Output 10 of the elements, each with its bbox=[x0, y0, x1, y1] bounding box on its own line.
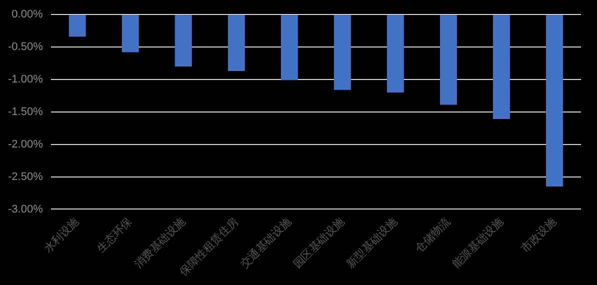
x-tick-label: 生态环保 bbox=[94, 214, 135, 256]
y-tick-label: -1.00% bbox=[8, 74, 44, 86]
x-tick-label: 水利设施 bbox=[41, 214, 82, 256]
y-tick-label: -0.50% bbox=[8, 41, 44, 54]
y-tick-label: -2.00% bbox=[8, 138, 44, 150]
x-tick-label: 市政设施 bbox=[518, 214, 559, 256]
y-tick-label: -1.50% bbox=[8, 106, 44, 118]
y-tick-label: 0.00% bbox=[12, 8, 44, 21]
y-tick-label: -2.50% bbox=[8, 170, 44, 183]
y-tick-label: -3.00% bbox=[8, 203, 44, 216]
